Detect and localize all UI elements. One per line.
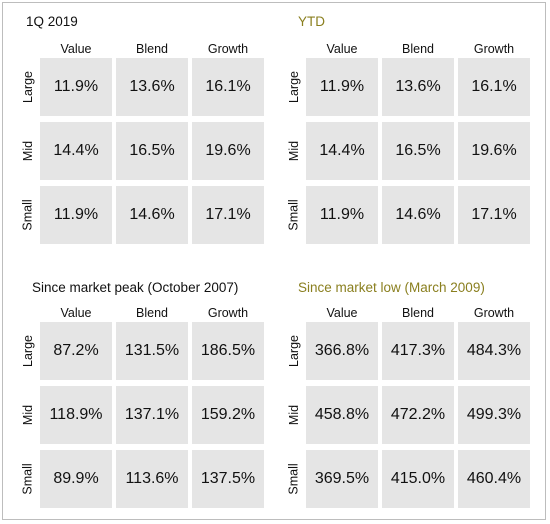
col-header-blend: Blend — [136, 306, 168, 320]
panel-ytd: YTD Value Blend Growth Large Mid Small 1… — [278, 12, 538, 252]
cell-large-blend: 131.5% — [116, 322, 188, 380]
row-label-mid: Mid — [287, 404, 301, 426]
col-header-growth: Growth — [207, 42, 249, 56]
panel-1q-2019: 1Q 2019 Value Blend Growth Large Mid Sma… — [10, 12, 270, 252]
cell-mid-growth: 159.2% — [192, 386, 264, 444]
cell-small-value: 89.9% — [40, 450, 112, 508]
cell-large-blend: 417.3% — [382, 322, 454, 380]
cell-large-value: 87.2% — [40, 322, 112, 380]
col-header-value: Value — [60, 306, 92, 320]
col-header-growth: Growth — [473, 42, 515, 56]
cell-mid-blend: 16.5% — [382, 122, 454, 180]
cell-large-growth: 484.3% — [458, 322, 530, 380]
row-label-small: Small — [21, 463, 36, 495]
cell-small-growth: 17.1% — [192, 186, 264, 244]
panel-since-market-peak: Since market peak (October 2007) Value B… — [10, 278, 278, 518]
cell-large-growth: 16.1% — [458, 58, 530, 116]
col-header-growth: Growth — [207, 306, 249, 320]
cell-mid-value: 14.4% — [40, 122, 112, 180]
cell-small-growth: 17.1% — [458, 186, 530, 244]
row-label-small: Small — [287, 199, 302, 231]
row-label-mid: Mid — [21, 140, 35, 162]
cell-small-blend: 415.0% — [382, 450, 454, 508]
cell-large-value: 366.8% — [306, 322, 378, 380]
cell-large-growth: 186.5% — [192, 322, 264, 380]
cell-small-value: 11.9% — [40, 186, 112, 244]
cell-small-blend: 14.6% — [116, 186, 188, 244]
cell-mid-value: 118.9% — [40, 386, 112, 444]
row-label-large: Large — [287, 335, 302, 367]
cell-mid-blend: 137.1% — [116, 386, 188, 444]
cell-mid-value: 14.4% — [306, 122, 378, 180]
cell-small-growth: 460.4% — [458, 450, 530, 508]
row-label-large: Large — [21, 335, 36, 367]
cell-small-value: 11.9% — [306, 186, 378, 244]
col-header-value: Value — [60, 42, 92, 56]
panel-title: Since market peak (October 2007) — [32, 280, 239, 295]
panel-title: 1Q 2019 — [26, 14, 78, 29]
cell-small-growth: 137.5% — [192, 450, 264, 508]
row-label-large: Large — [287, 71, 302, 103]
col-header-blend: Blend — [402, 306, 434, 320]
row-label-mid: Mid — [287, 140, 301, 162]
cell-mid-growth: 19.6% — [458, 122, 530, 180]
panel-title: Since market low (March 2009) — [298, 280, 485, 295]
cell-mid-value: 458.8% — [306, 386, 378, 444]
cell-large-blend: 13.6% — [116, 58, 188, 116]
col-header-value: Value — [326, 42, 358, 56]
cell-large-value: 11.9% — [306, 58, 378, 116]
cell-large-value: 11.9% — [40, 58, 112, 116]
panel-title: YTD — [298, 14, 325, 29]
cell-mid-blend: 16.5% — [116, 122, 188, 180]
cell-small-blend: 14.6% — [382, 186, 454, 244]
row-label-small: Small — [21, 199, 36, 231]
cell-mid-growth: 19.6% — [192, 122, 264, 180]
cell-large-growth: 16.1% — [192, 58, 264, 116]
row-label-small: Small — [287, 463, 302, 495]
cell-small-value: 369.5% — [306, 450, 378, 508]
col-header-blend: Blend — [136, 42, 168, 56]
cell-mid-blend: 472.2% — [382, 386, 454, 444]
row-label-mid: Mid — [21, 404, 35, 426]
col-header-value: Value — [326, 306, 358, 320]
panel-since-market-low: Since market low (March 2009) Value Blen… — [278, 278, 540, 518]
outer-frame — [2, 2, 546, 520]
col-header-growth: Growth — [473, 306, 515, 320]
col-header-blend: Blend — [402, 42, 434, 56]
cell-mid-growth: 499.3% — [458, 386, 530, 444]
cell-large-blend: 13.6% — [382, 58, 454, 116]
row-label-large: Large — [21, 71, 36, 103]
cell-small-blend: 113.6% — [116, 450, 188, 508]
